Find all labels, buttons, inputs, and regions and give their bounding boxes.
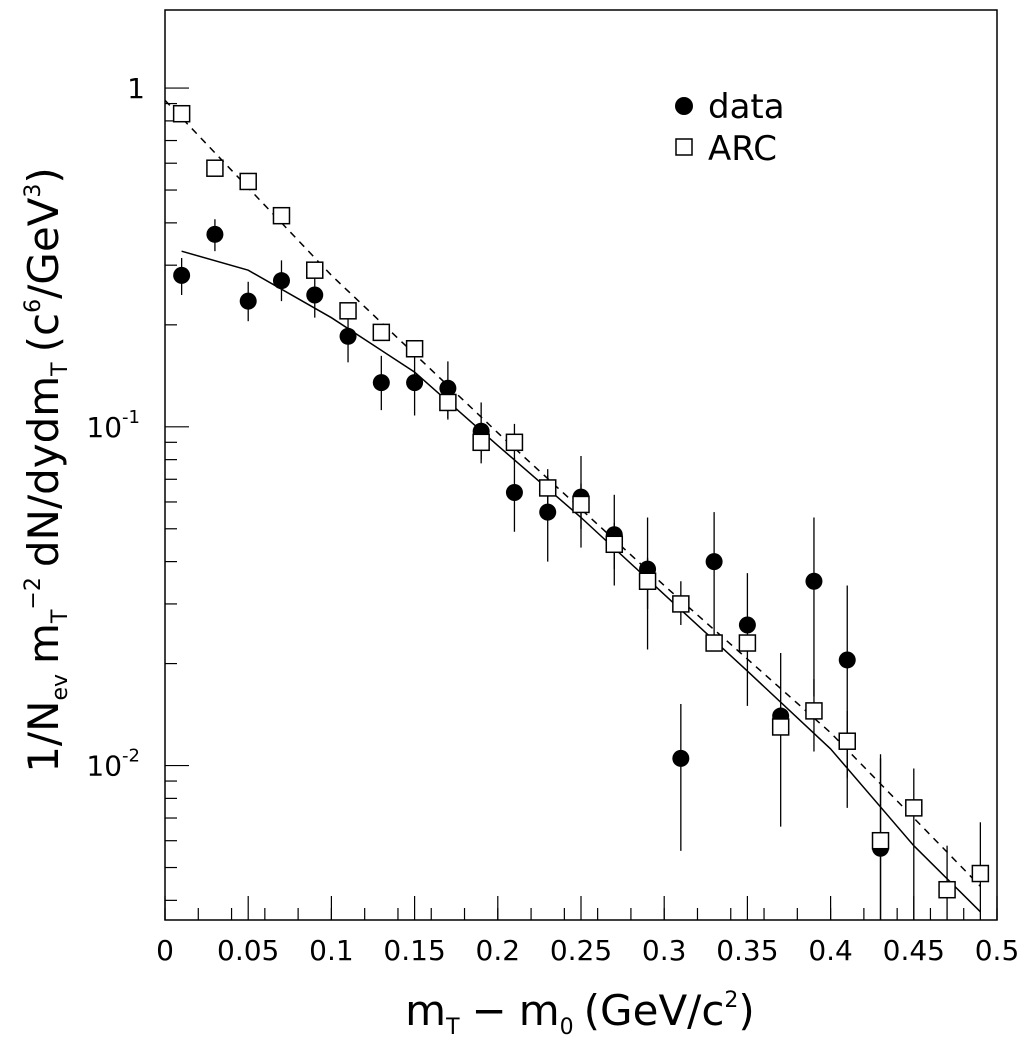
point-data: [173, 266, 191, 284]
x-tick-label: 0.15: [383, 934, 445, 967]
point-arc: [705, 634, 723, 652]
point-arc: [871, 831, 890, 850]
point-arc: [272, 206, 291, 225]
x-tick-label: 0.5: [975, 934, 1020, 967]
x-tick-label: 0.3: [642, 934, 687, 967]
point-data: [239, 292, 257, 310]
x-tick-label: 0.35: [716, 934, 778, 967]
x-tick-label: 0.25: [550, 934, 612, 967]
x-axis-ticks: 0 0.05 0.1 0.15 0.2 0.25 0.3 0.35 0.4 0.45 0.5: [156, 896, 1019, 967]
legend-marker-arc: [675, 138, 693, 156]
point-arc: [538, 479, 557, 497]
x-tick-label: 0.4: [808, 934, 853, 967]
point-arc: [805, 702, 823, 720]
point-data: [505, 483, 523, 501]
point-arc: [439, 393, 457, 412]
y-axis-label: 1/NevmT−2dN/dydmT(c6/GeV3): [19, 167, 73, 773]
point-data: [705, 553, 723, 571]
x-axis-label: mT − m0 (GeV/c2): [405, 986, 755, 1040]
point-arc: [638, 572, 657, 591]
point-arc: [372, 323, 391, 342]
point-arc: [672, 595, 690, 613]
point-data: [838, 651, 856, 669]
point-arc: [306, 261, 324, 279]
x-tick-label: 0.1: [309, 934, 354, 967]
point-arc: [172, 104, 191, 123]
y-tick-label: 1: [127, 72, 145, 105]
y-axis-ticks: 1 10-1 10-2: [86, 72, 189, 901]
point-data: [738, 616, 756, 634]
point-arc: [605, 535, 624, 554]
legend-label-data: data: [708, 87, 785, 127]
data-fit-curve-solid: [181, 250, 981, 913]
point-arc: [905, 799, 923, 817]
point-data: [805, 572, 823, 590]
y-tick-label: 10-1: [86, 407, 140, 444]
point-data: [539, 503, 557, 521]
point-arc: [838, 732, 856, 750]
x-tick-label: 0.2: [476, 934, 521, 967]
point-data: [339, 327, 357, 345]
point-arc: [938, 880, 956, 899]
x-tick-label: 0.05: [217, 934, 279, 967]
point-data: [206, 225, 224, 243]
x-tick-label: 0.45: [883, 934, 945, 967]
point-data: [672, 749, 690, 767]
legend-label-arc: ARC: [708, 129, 777, 169]
point-arc: [505, 433, 524, 452]
point-arc: [572, 495, 590, 514]
point-arc: [472, 433, 490, 452]
point-data: [272, 272, 290, 290]
point-data: [406, 374, 424, 392]
arc-fit-curve-dashed: [164, 99, 981, 887]
point-data: [306, 286, 324, 304]
legend-marker-data: [675, 97, 693, 115]
point-arc: [206, 159, 224, 177]
point-arc: [405, 339, 424, 358]
legend: data ARC: [675, 87, 785, 169]
point-arc: [339, 302, 357, 320]
point-arc: [771, 718, 790, 736]
point-arc: [971, 864, 990, 883]
x-tick-label: 0: [156, 934, 174, 967]
point-arc: [239, 172, 257, 191]
point-data: [372, 374, 390, 392]
y-tick-label: 10-2: [86, 746, 140, 783]
series-layer: [172, 104, 990, 920]
point-arc: [738, 634, 757, 652]
